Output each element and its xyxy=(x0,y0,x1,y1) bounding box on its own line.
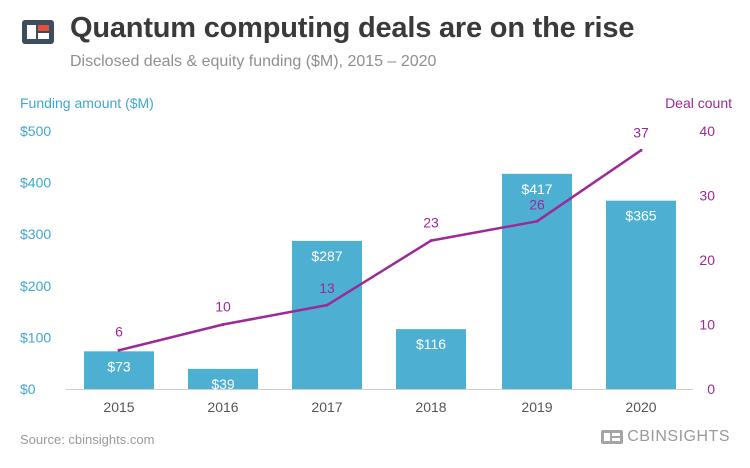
brand-text: CBINSIGHTS xyxy=(627,428,730,445)
x-axis-tick: 2018 xyxy=(415,399,446,415)
funding-bar-label: $417 xyxy=(521,181,552,197)
deal-count-point xyxy=(535,219,539,223)
left-axis-title: Funding amount ($M) xyxy=(20,95,154,111)
funding-bar xyxy=(606,200,676,389)
funding-bar-label: $39 xyxy=(211,376,235,392)
left-axis-tick: $300 xyxy=(20,226,51,242)
x-axis-tick: 2019 xyxy=(521,399,552,415)
source-note: Source: cbinsights.com xyxy=(20,432,155,447)
funding-bar-label: $287 xyxy=(311,248,342,264)
x-axis-tick: 2020 xyxy=(625,399,656,415)
funding-bar-label: $116 xyxy=(416,336,446,352)
funding-bar xyxy=(396,329,466,389)
deal-count-point xyxy=(429,239,433,243)
deal-count-point xyxy=(221,323,225,326)
left-axis-tick: $200 xyxy=(20,278,51,294)
deal-count-point xyxy=(117,348,121,352)
x-axis-tick: 2015 xyxy=(103,399,134,415)
right-axis-title: Deal count xyxy=(665,95,732,111)
right-axis-tick: 10 xyxy=(699,317,715,333)
right-axis-tick: 0 xyxy=(707,381,715,397)
funding-bar xyxy=(292,240,362,389)
left-axis-tick: $100 xyxy=(20,329,51,345)
chart-subtitle: Disclosed deals & equity funding ($M), 2… xyxy=(70,53,437,70)
brand-mark-icon xyxy=(601,430,624,444)
deal-count-point xyxy=(325,303,329,307)
funding-bar-label: $73 xyxy=(107,358,131,374)
x-axis-tick: 2017 xyxy=(311,399,342,415)
funding-bar xyxy=(84,351,154,389)
deal-count-line xyxy=(118,149,642,352)
right-axis-tick: 40 xyxy=(699,123,715,139)
right-axis-tick: 20 xyxy=(699,252,715,268)
deal-count-label: 13 xyxy=(319,280,335,296)
deal-count-point xyxy=(639,148,643,152)
cb-insights-logo-icon xyxy=(22,20,54,44)
deal-count-label: 23 xyxy=(423,215,439,231)
left-axis-tick: $500 xyxy=(20,123,51,139)
deal-count-label: 37 xyxy=(633,124,649,140)
deal-count-label: 10 xyxy=(215,299,231,315)
deal-count-label: 26 xyxy=(529,196,545,212)
deal-count-label: 6 xyxy=(115,323,123,339)
left-axis-tick: $400 xyxy=(20,175,51,191)
funding-bar xyxy=(502,173,572,389)
right-axis-tick: 30 xyxy=(699,188,715,204)
brand-logo: CBINSIGHTS xyxy=(601,428,730,446)
left-axis-tick: $0 xyxy=(20,381,36,397)
chart-title: Quantum computing deals are on the rise xyxy=(70,12,635,44)
funding-bar xyxy=(188,368,258,389)
x-axis-tick: 2016 xyxy=(207,399,238,415)
funding-bar-label: $365 xyxy=(625,208,656,224)
